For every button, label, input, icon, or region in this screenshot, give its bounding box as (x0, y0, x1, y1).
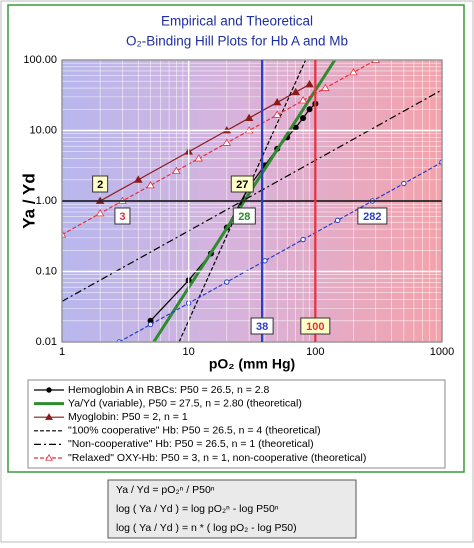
equation: log ( Ya / Yd ) = n * ( log pO₂ - log P5… (116, 522, 297, 534)
y-tick-label: 0.10 (36, 265, 57, 277)
data-point (224, 279, 230, 285)
chart-title: O₂-Binding Hill Plots for Hb A and Mb (126, 34, 348, 49)
data-point (147, 321, 154, 328)
annotation: 282 (363, 211, 381, 223)
legend-label: "Non-cooperative" Hb: P50 = 26.5, n = 1 … (68, 438, 314, 450)
series-line (118, 161, 442, 342)
y-tick-label: 0.01 (36, 336, 57, 348)
x-tick-label: 100 (306, 346, 324, 358)
annotation: 28 (238, 211, 250, 223)
legend-label: "100% cooperative" Hb: P50 = 26.5, n = 4… (68, 425, 321, 437)
data-point (349, 68, 358, 76)
legend (27, 379, 446, 469)
data-point (62, 230, 67, 238)
data-point (300, 236, 306, 243)
equation: Ya / Yd = pO₂ⁿ / P50ⁿ (116, 484, 215, 496)
data-point (133, 175, 143, 183)
y-tick-label: 10.00 (29, 124, 57, 136)
chart-title: Empirical and Theoretical (161, 14, 313, 29)
annotation: 2 (97, 179, 103, 191)
data-point (321, 83, 330, 91)
legend-label: "Relaxed" OXY-Hb: P50 = 3, n = 1, non-co… (68, 452, 366, 464)
data-point (272, 110, 282, 118)
legend-marker (46, 387, 52, 393)
x-axis-title: pO₂ (mm Hg) (209, 356, 295, 372)
x-tick-label: 10 (183, 346, 195, 358)
y-tick-label: 100.00 (23, 54, 57, 66)
data-point (172, 166, 181, 174)
equation: log ( Ya / Yd ) = log pO₂ⁿ - log P50ⁿ (116, 503, 279, 515)
annotation-box (230, 175, 254, 193)
series-line (178, 60, 307, 342)
annotation-box (114, 207, 131, 225)
data-point (298, 96, 308, 104)
annotation-box (232, 207, 256, 225)
y-axis-title: Ya / Yd (19, 173, 38, 228)
x-tick-label: 1000 (430, 346, 454, 358)
reference-label-box (250, 317, 274, 335)
x-tick-label: 1 (59, 346, 65, 358)
reference-label: 100 (306, 321, 324, 333)
data-point (222, 138, 232, 146)
data-point (146, 180, 155, 189)
data-point (272, 98, 282, 106)
data-point (401, 180, 407, 187)
legend-label: Myoglobin: P50 = 2, n = 1 (68, 411, 188, 423)
data-point (194, 154, 203, 162)
annotation-box (357, 207, 388, 225)
legend-marker (45, 413, 53, 420)
data-point (305, 80, 314, 88)
plot-border (61, 59, 443, 343)
data-point (306, 106, 313, 113)
legend-label: Ya/Yd (variable), P50 = 27.5, n = 2.80 (… (68, 397, 302, 409)
annotation: 3 (119, 211, 125, 223)
annotation: 27 (236, 179, 248, 191)
data-point (292, 124, 299, 131)
data-point (95, 209, 105, 217)
data-point (262, 258, 268, 264)
equation-box (107, 479, 357, 539)
reference-label: 38 (256, 321, 268, 333)
reference-label-box (300, 317, 331, 335)
data-point (334, 217, 341, 224)
legend-marker (45, 453, 53, 461)
data-point (291, 87, 301, 96)
data-point (244, 113, 254, 122)
annotation-box (92, 175, 109, 193)
legend-label: Hemoglobin A in RBCs: P50 = 26.5, n = 2.… (68, 384, 270, 396)
series-line (62, 89, 442, 302)
y-tick-label: 1.00 (36, 195, 57, 207)
data-point (300, 115, 307, 122)
